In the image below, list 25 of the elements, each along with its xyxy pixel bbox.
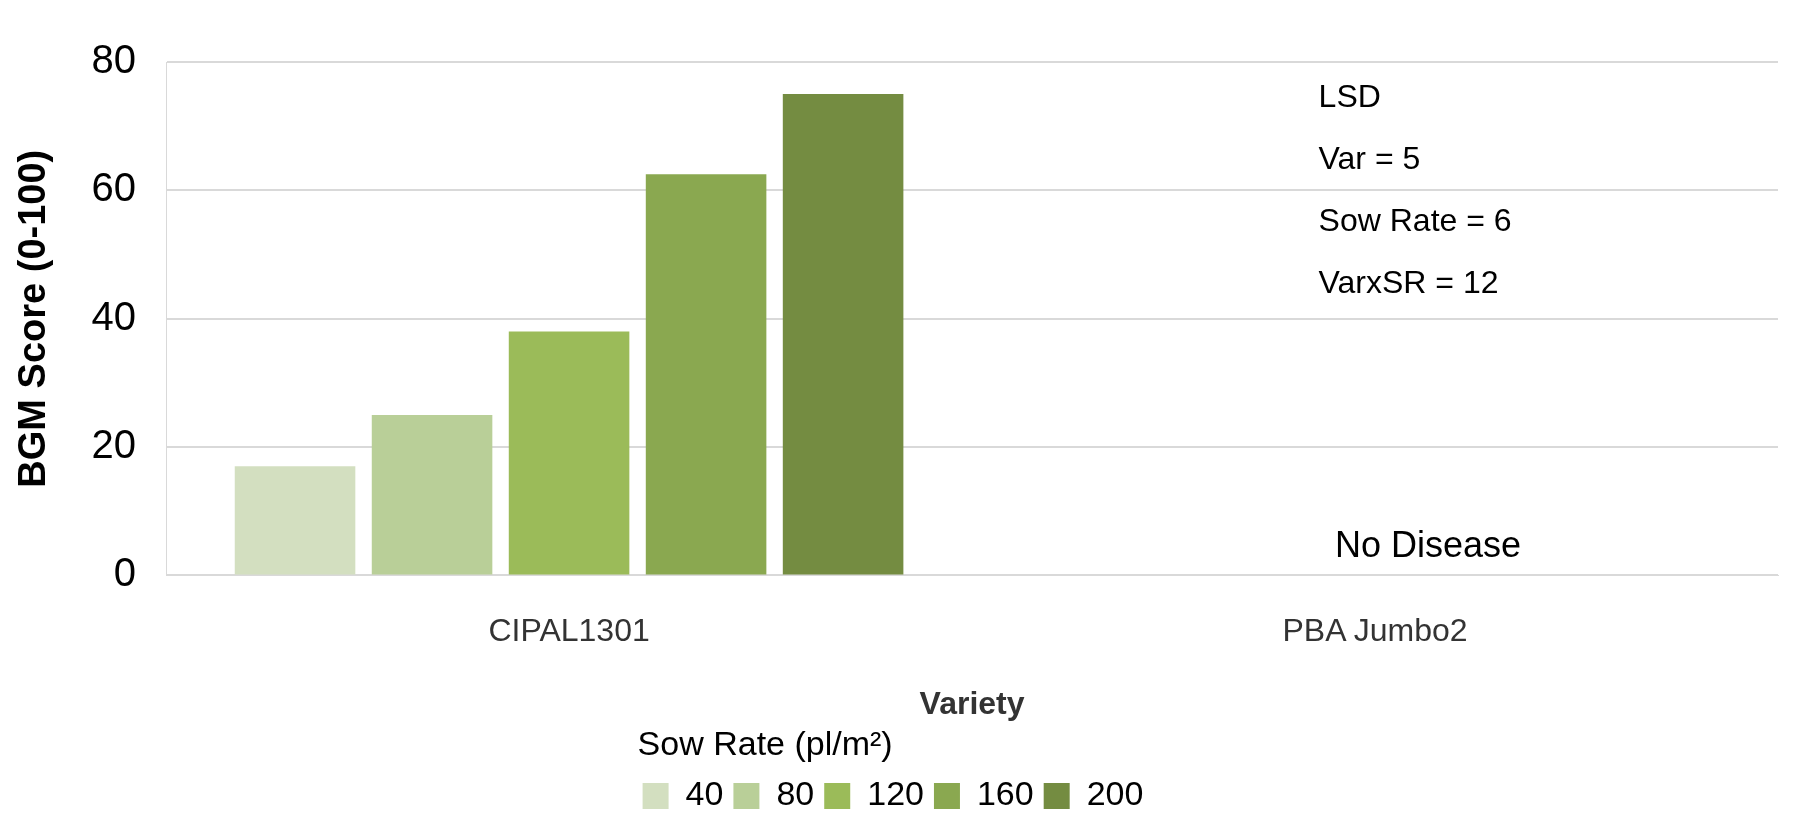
bar bbox=[645, 174, 767, 575]
legend-label: 200 bbox=[1086, 774, 1144, 813]
annotation: LSD bbox=[1318, 77, 1381, 114]
y-tick-label: 20 bbox=[91, 422, 137, 467]
annotation: No Disease bbox=[1335, 524, 1522, 566]
y-tick-label: 60 bbox=[91, 165, 137, 210]
annotation: Var = 5 bbox=[1318, 139, 1421, 176]
legend-label: 80 bbox=[776, 774, 815, 813]
annotation: VarxSR = 12 bbox=[1318, 263, 1499, 300]
x-tick-label: CIPAL1301 bbox=[488, 612, 650, 649]
y-tick-label: 80 bbox=[91, 37, 137, 82]
x-axis-title: Variety bbox=[919, 684, 1025, 721]
legend-label: 160 bbox=[976, 774, 1034, 813]
legend-label: 120 bbox=[867, 774, 924, 813]
x-tick-label: PBA Jumbo2 bbox=[1282, 612, 1468, 649]
y-axis-title: BGM Score (0-100) bbox=[11, 149, 54, 488]
legend-title: Sow Rate (pl/m²) bbox=[637, 723, 893, 762]
bar bbox=[371, 414, 493, 575]
y-tick-label: 40 bbox=[91, 293, 137, 338]
bar bbox=[508, 331, 630, 575]
y-tick-label: 0 bbox=[113, 550, 137, 595]
annotation: Sow Rate = 6 bbox=[1318, 201, 1512, 238]
bar bbox=[234, 466, 356, 575]
bar bbox=[782, 94, 904, 575]
legend-label: 40 bbox=[685, 774, 724, 813]
